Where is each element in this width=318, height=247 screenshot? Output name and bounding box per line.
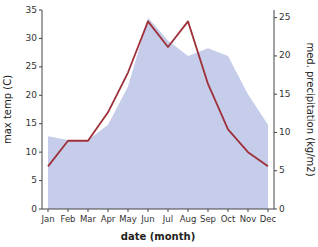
y-tick-label: 35 [26,5,37,15]
y2-axis-label: med. precipitation (kg/m2) [305,42,316,176]
x-tick-label: Jan [40,214,54,224]
y-tick [39,10,42,11]
plot-area [48,18,268,209]
x-tick-label: Oct [221,214,236,224]
x-tick-label: Mar [80,214,97,224]
x-tick [68,209,69,212]
x-tick-label: Apr [101,214,116,224]
x-tick [228,209,229,212]
y-tick [39,66,42,67]
y-axis-label: max temp (C) [2,75,13,144]
temperature-line [48,21,268,166]
y2-tick [274,94,277,95]
y-tick [39,209,42,210]
y2-tick [274,55,277,56]
x-tick [108,209,109,212]
precipitation-area [48,18,268,209]
y2-tick-label: 5 [279,165,285,175]
y2-tick-label: 15 [279,89,290,99]
x-tick-label: May [119,214,137,224]
x-tick-label: Jul [162,214,173,224]
y2-tick [274,132,277,133]
y2-tick-label: 20 [279,50,291,60]
y-tick-label: 25 [26,61,37,71]
chart: 051015202530350510152025JanFebMarAprMayJ… [0,0,318,247]
y2-tick [274,170,277,171]
x-tick [128,209,129,212]
x-tick [148,209,149,212]
x-axis-line [42,209,274,210]
y-tick [39,123,42,124]
x-tick [268,209,269,212]
x-tick [208,209,209,212]
x-tick-label: Feb [60,214,75,224]
y-tick-label: 10 [26,147,38,157]
x-tick-label: Aug [180,214,197,224]
x-tick-label: Dec [260,214,277,224]
x-tick [168,209,169,212]
y-tick [39,95,42,96]
x-tick [248,209,249,212]
y-tick-label: 30 [26,33,38,43]
y-tick-label: 20 [26,90,38,100]
y2-tick-label: 25 [279,12,290,22]
y2-tick [274,17,277,18]
x-tick [48,209,49,212]
y2-tick-label: 10 [279,127,291,137]
y2-tick [274,209,277,210]
y-tick-label: 15 [26,118,37,128]
x-tick-label: Nov [240,214,257,224]
y-axis-line [42,10,43,209]
y-tick-label: 5 [31,175,37,185]
x-axis-label: date (month) [121,231,195,242]
y2-axis-line [274,10,275,209]
y-tick [39,38,42,39]
x-tick-label: Sep [200,214,216,224]
y-tick-label: 0 [31,204,37,214]
y-tick [39,180,42,181]
x-tick [188,209,189,212]
x-tick-label: Jun [140,214,154,224]
x-tick [88,209,89,212]
y-tick [39,152,42,153]
y2-tick-label: 0 [279,204,285,214]
